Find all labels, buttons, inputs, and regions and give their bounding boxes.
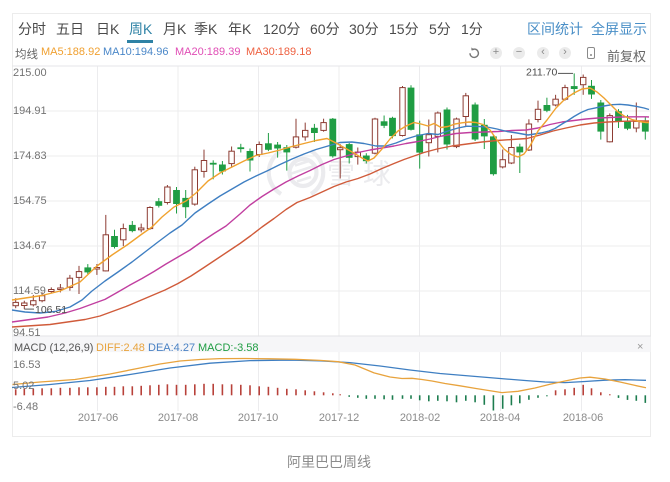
svg-text:106.51: 106.51	[35, 304, 67, 316]
svg-text:211.70: 211.70	[526, 67, 557, 79]
svg-text:雪球: 雪球	[327, 159, 399, 190]
